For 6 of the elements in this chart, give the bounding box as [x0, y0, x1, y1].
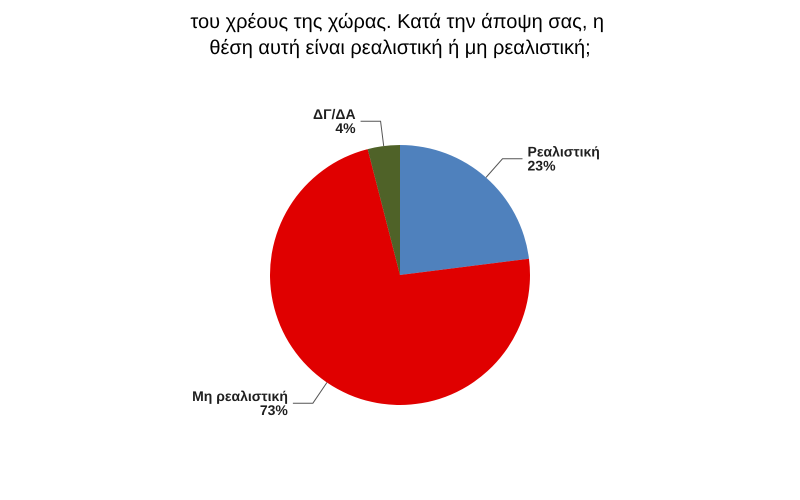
slice-label: Ρεαλιστική [528, 144, 600, 160]
slice-label: ΔΓ/ΔΑ [313, 106, 356, 122]
slice-label: Μη ρεαλιστική [192, 388, 288, 404]
data-label: 4% [335, 120, 356, 136]
data-label: 23% [528, 158, 556, 174]
chart-title: του χρέους της χώρας. Κατά την άποψη σας, η θέση αυτή είναι ρεαλιστική ή μη ρεαλιστική; [190, 11, 610, 59]
